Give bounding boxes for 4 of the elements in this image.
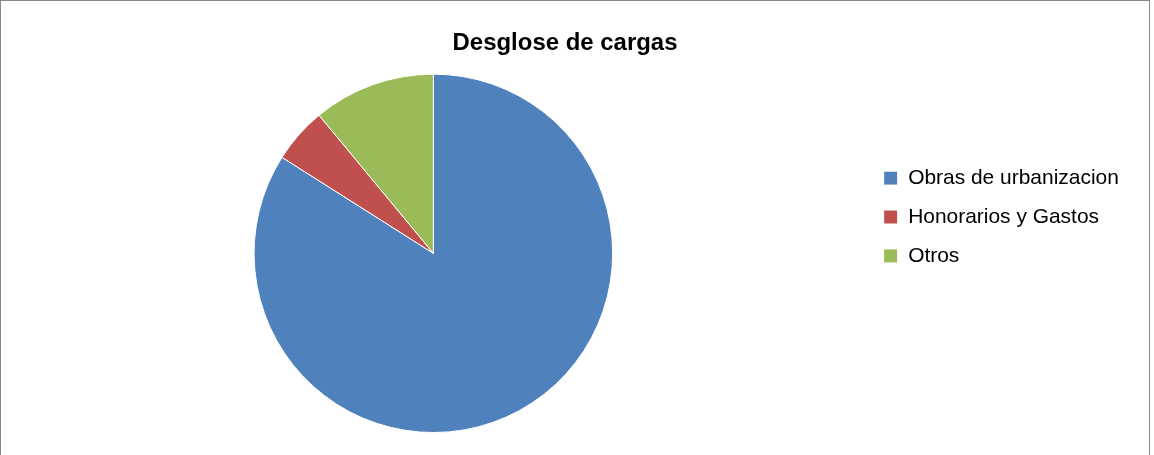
chart-title: Desglose de cargas xyxy=(452,27,678,55)
legend-label: Honorarios y Gastos xyxy=(908,203,1100,227)
legend-label: Obras de urbanizacion xyxy=(908,164,1119,188)
legend-label: Otros xyxy=(908,242,960,266)
